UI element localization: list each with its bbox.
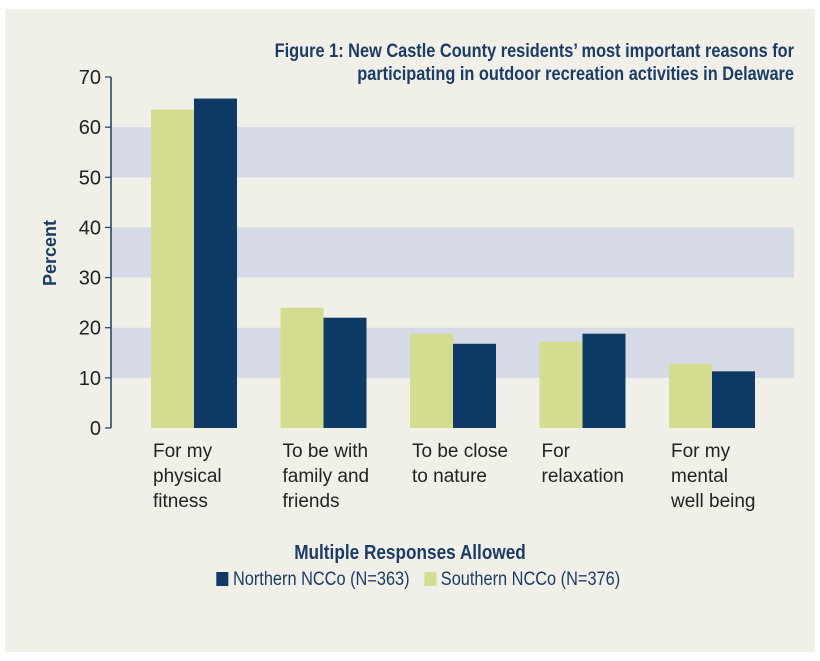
x-tick-label-line: mental bbox=[671, 466, 728, 487]
y-tick-label: 50 bbox=[79, 167, 101, 189]
y-tick-label: 60 bbox=[79, 117, 101, 139]
x-tick-label-to-be-close-to-nature: To be close to nature bbox=[412, 441, 508, 487]
x-tick-label-line: To be close bbox=[412, 441, 508, 462]
y-tick-label: 30 bbox=[79, 268, 101, 290]
x-tick-label-line: friends bbox=[283, 491, 340, 512]
y-tick-label: 40 bbox=[79, 217, 101, 239]
x-tick-label-line: For bbox=[542, 441, 571, 462]
x-tick-label-line: well being bbox=[670, 491, 756, 512]
x-tick-label-for-relaxation: For relaxation bbox=[542, 441, 624, 487]
bar-for-my-physical-fitness-southern bbox=[151, 110, 194, 428]
legend-label-northern: Northern NCCo (N=363) bbox=[233, 569, 410, 590]
x-tick-label-line: fitness bbox=[153, 491, 208, 512]
legend-title: Multiple Responses Allowed bbox=[57, 542, 762, 565]
legend-swatch-northern bbox=[217, 572, 229, 586]
x-tick-label-line: to nature bbox=[412, 466, 487, 487]
x-tick-label-line: physical bbox=[153, 466, 222, 487]
legend-label-southern: Southern NCCo (N=376) bbox=[441, 569, 620, 590]
x-tick-label-for-my-mental-well-being: For my mental well being bbox=[670, 441, 756, 512]
bar-for-relaxation-southern bbox=[540, 342, 583, 428]
bar-for-my-physical-fitness-northern bbox=[194, 99, 237, 428]
bar-to-be-close-to-nature-northern bbox=[453, 344, 496, 428]
bar-to-be-with-family-and-friends-southern bbox=[281, 308, 324, 428]
x-tick-label-line: relaxation bbox=[542, 466, 624, 487]
x-tick-label-line: For my bbox=[671, 441, 731, 462]
x-tick-label-line: family and bbox=[283, 466, 370, 487]
bar-for-my-mental-well-being-northern bbox=[712, 371, 755, 428]
x-tick-label-line: For my bbox=[153, 441, 213, 462]
legend-item-northern: Northern NCCo (N=363) bbox=[217, 569, 410, 591]
x-tick-label-to-be-with-family-and-friends: To be with family and friends bbox=[283, 441, 370, 512]
legend-item-southern: Southern NCCo (N=376) bbox=[424, 569, 620, 591]
x-tick-label-for-my-physical-fitness: For my physical fitness bbox=[153, 441, 222, 512]
bar-for-my-mental-well-being-southern bbox=[669, 364, 712, 428]
y-tick-label: 10 bbox=[79, 368, 101, 390]
y-axis-label: Percent bbox=[40, 220, 60, 286]
y-tick-label: 20 bbox=[79, 318, 101, 340]
x-tick-label-line: To be with bbox=[283, 441, 369, 462]
legend-swatch-southern bbox=[424, 572, 436, 586]
y-tick-label: 0 bbox=[90, 418, 101, 440]
legend: Northern NCCo (N=363) Southern NCCo (N=3… bbox=[66, 569, 771, 591]
y-tick-label: 70 bbox=[79, 67, 101, 89]
bar-to-be-close-to-nature-southern bbox=[410, 334, 453, 428]
bar-for-relaxation-northern bbox=[583, 334, 626, 428]
bar-to-be-with-family-and-friends-northern bbox=[324, 318, 367, 428]
